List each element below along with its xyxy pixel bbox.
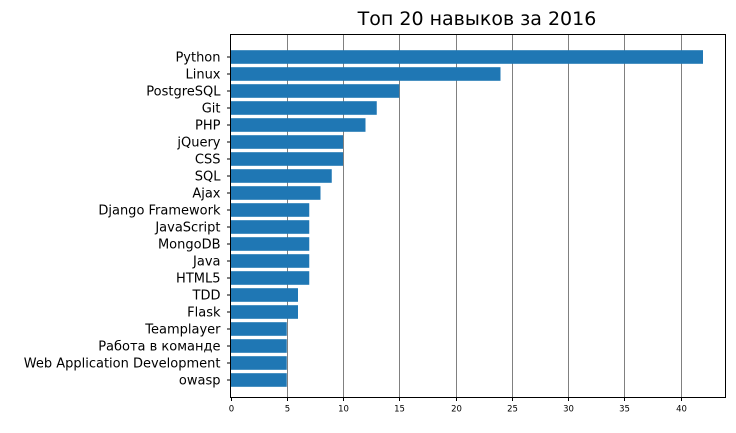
- y-tick-label: owasp: [179, 374, 221, 389]
- bar: [230, 135, 343, 149]
- chart-title: Топ 20 навыков за 2016: [357, 8, 597, 30]
- bar: [230, 101, 377, 115]
- bar: [230, 203, 310, 217]
- y-tick-label: CSS: [195, 153, 221, 168]
- y-tick-label: MongoDB: [158, 238, 221, 253]
- y-tick-label: TDD: [192, 289, 221, 304]
- bar: [230, 373, 287, 387]
- bar: [230, 220, 310, 234]
- bar: [230, 254, 310, 268]
- y-tick-label: Ajax: [192, 187, 220, 202]
- bar: [230, 169, 332, 183]
- bars: [230, 50, 703, 387]
- bar: [230, 118, 366, 132]
- bar: [230, 322, 287, 336]
- bar: [230, 339, 287, 353]
- y-tick-label: JavaScript: [154, 221, 220, 236]
- y-tick-label: Teamplayer: [144, 323, 221, 338]
- plot-area-frame: [230, 34, 726, 398]
- y-tick-label: HTML5: [176, 272, 220, 287]
- x-tick-label: 25: [507, 405, 518, 415]
- x-tick-label: 40: [676, 405, 687, 415]
- bar: [230, 271, 310, 285]
- y-tick-label: jQuery: [176, 136, 220, 151]
- bar: [230, 288, 298, 302]
- y-tick-label: Flask: [187, 306, 221, 321]
- bar: [230, 84, 400, 98]
- y-tick-label: PostgreSQL: [146, 85, 221, 100]
- y-tick-label: Linux: [185, 68, 220, 83]
- y-tick-label: Git: [202, 102, 221, 117]
- bar: [230, 186, 321, 200]
- y-axis-tick-labels: Python Linux PostgreSQL Git PHP jQuery CSS SQL A…: [24, 51, 231, 389]
- bar: [230, 152, 343, 166]
- y-tick-label: Работа в команде: [98, 340, 220, 355]
- x-tick-label: 35: [619, 405, 630, 415]
- bar: [230, 67, 501, 81]
- x-axis-tick-labels: 0 5 10 15 20 25 30 35 40: [229, 397, 687, 415]
- x-tick-label: 30: [563, 405, 574, 415]
- bar: [230, 356, 287, 370]
- bar: [230, 237, 310, 251]
- y-tick-label: SQL: [195, 170, 221, 185]
- y-tick-label: Web Application Development: [24, 357, 221, 372]
- y-tick-label: Django Framework: [98, 204, 221, 219]
- x-tick-label: 20: [451, 405, 462, 415]
- x-tick-label: 10: [338, 405, 349, 415]
- x-tick-label: 5: [285, 405, 290, 415]
- y-tick-label: Python: [175, 51, 220, 66]
- x-tick-label: 15: [394, 405, 405, 415]
- y-tick-label: PHP: [195, 119, 221, 134]
- x-tick-label: 0: [229, 405, 234, 415]
- y-tick-label: Java: [192, 255, 220, 270]
- bar: [230, 50, 703, 64]
- bar: [230, 305, 298, 319]
